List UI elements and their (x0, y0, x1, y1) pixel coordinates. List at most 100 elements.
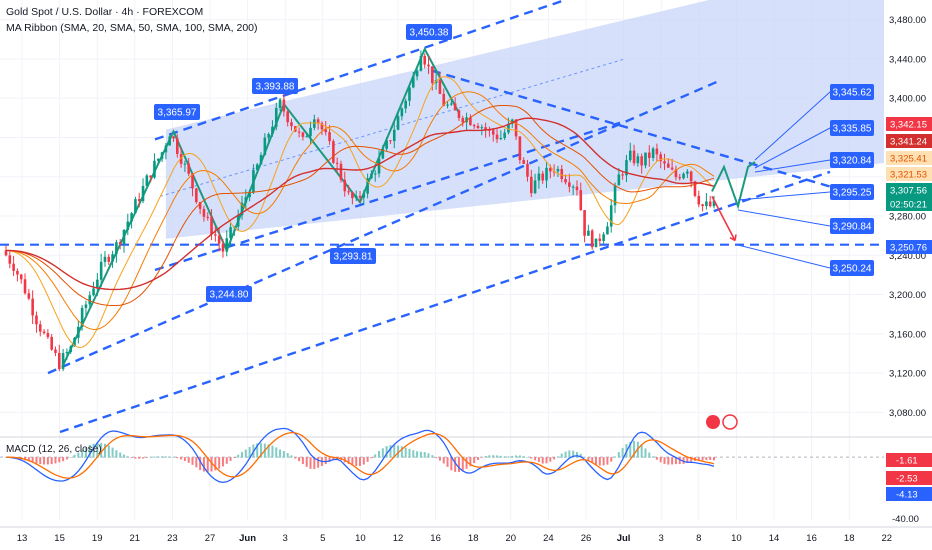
macd-histogram-bar (199, 457, 202, 471)
macd-histogram-bar (427, 453, 430, 458)
candle-body (195, 188, 198, 203)
macd-histogram-bar (480, 457, 483, 458)
candle-body (217, 235, 221, 244)
time-tick-label: 16 (430, 533, 441, 544)
candle-body (651, 148, 655, 159)
candle-body (50, 336, 53, 350)
macd-histogram-bar (659, 457, 662, 463)
candle-body (354, 195, 358, 199)
macd-histogram-bar (526, 457, 529, 458)
candle-body (659, 154, 663, 162)
tag-box (886, 197, 932, 211)
macd-histogram-bar (564, 451, 567, 458)
candle-body (488, 129, 491, 131)
candle-body (335, 162, 339, 164)
ma-100-line (5, 105, 715, 306)
flag-icon (722, 414, 738, 430)
candle-body (84, 304, 88, 308)
macd-histogram-bar (39, 457, 42, 465)
candle-body (560, 168, 564, 180)
candle-body (678, 177, 682, 179)
candle-body (202, 208, 206, 217)
candle-body (590, 230, 594, 248)
macd-histogram-bar (408, 448, 411, 458)
time-tick-label: 27 (205, 533, 216, 544)
callout-box (154, 104, 200, 120)
chart-title: Gold Spot / U.S. Dollar · 4h · FOREXCOM (6, 6, 204, 18)
time-tick-label: 13 (17, 533, 28, 544)
macd-histogram-bar (655, 457, 658, 460)
price-axis-tag: 3,341.24 (886, 134, 932, 148)
macd-pane: -40.00 (0, 427, 932, 525)
macd-histogram-bar (355, 457, 358, 467)
lower-trend-line (47, 79, 721, 375)
macd-histogram-bar (214, 457, 217, 471)
callout-box (830, 152, 874, 168)
macd-histogram-bar (515, 455, 518, 458)
candle-body (385, 140, 388, 149)
macd-histogram-bar (229, 457, 232, 461)
candle-body (708, 201, 712, 207)
bullish-projection (711, 161, 756, 210)
candle-body (103, 256, 107, 262)
tag-text: 3,341.24 (890, 137, 927, 148)
callout-box (830, 218, 874, 234)
macd-histogram-bar (595, 457, 597, 465)
macd-histogram-bar (298, 457, 301, 462)
callout-text: 3,393.88 (256, 82, 295, 93)
macd-histogram-bar (210, 457, 213, 472)
macd-histogram-bar (69, 456, 72, 458)
macd-histogram-bar (534, 457, 537, 461)
macd-histogram-bar (621, 447, 624, 458)
macd-histogram-bar (397, 445, 400, 458)
macd-histogram-bar (191, 457, 194, 465)
candle-body (541, 173, 545, 181)
macd-histogram-bar (667, 457, 670, 465)
macd-histogram-bar (46, 457, 49, 465)
macd-histogram-bar (518, 455, 521, 458)
candle-body (221, 243, 225, 252)
candle-body (347, 191, 350, 193)
candle-body (309, 127, 312, 137)
macd-histogram-bar (347, 457, 350, 465)
time-tick-label: 15 (54, 533, 65, 544)
macd-histogram-bar (450, 457, 453, 471)
tag-box (886, 453, 932, 467)
macd-histogram-bar (221, 457, 224, 467)
macd-histogram-bar (705, 457, 708, 461)
candle-body (88, 295, 92, 305)
tag-box (886, 167, 932, 181)
time-tick-label: Jun (239, 533, 256, 544)
macd-histogram-bar (652, 456, 655, 458)
time-tick-label: 14 (769, 533, 780, 544)
macd-histogram-bar (503, 456, 506, 458)
macd-histogram-bar (84, 447, 87, 458)
macd-histogram-bar (138, 457, 141, 459)
macd-histogram-bar (286, 453, 289, 458)
macd-histogram-bar (301, 457, 304, 465)
candle-body (408, 87, 411, 101)
tag-text: -1.61 (896, 456, 918, 467)
candle-body (472, 125, 476, 127)
time-tick-label: 10 (731, 533, 742, 544)
candle-body (632, 150, 636, 164)
macd-histogram-bar (126, 456, 129, 458)
candle-body (16, 270, 19, 275)
candle-body (27, 293, 31, 299)
callout-text: 3,244.80 (210, 290, 249, 301)
macd-histogram-bar (553, 457, 556, 460)
candle-body (419, 55, 423, 71)
level-callout: 3,335.85 (754, 120, 874, 169)
macd-histogram-bar (134, 457, 137, 459)
time-axis: 13 15 19 21 23 27 Jun 3 5 10 12 16 18 20 24 26 Jul 3 8 10 14… (0, 526, 932, 544)
candle-body (115, 242, 118, 255)
candle-body (156, 158, 160, 161)
macd-histogram-bar (275, 447, 278, 458)
tag-text: 3,325.41 (890, 154, 927, 165)
price-callout: 3,244.80 (206, 286, 252, 302)
macd-histogram-bar (648, 452, 651, 458)
candle-body (495, 134, 499, 140)
macd-histogram-bar (309, 457, 312, 469)
candle-body (278, 99, 282, 108)
price-callout: 3,450.38 (406, 24, 452, 40)
